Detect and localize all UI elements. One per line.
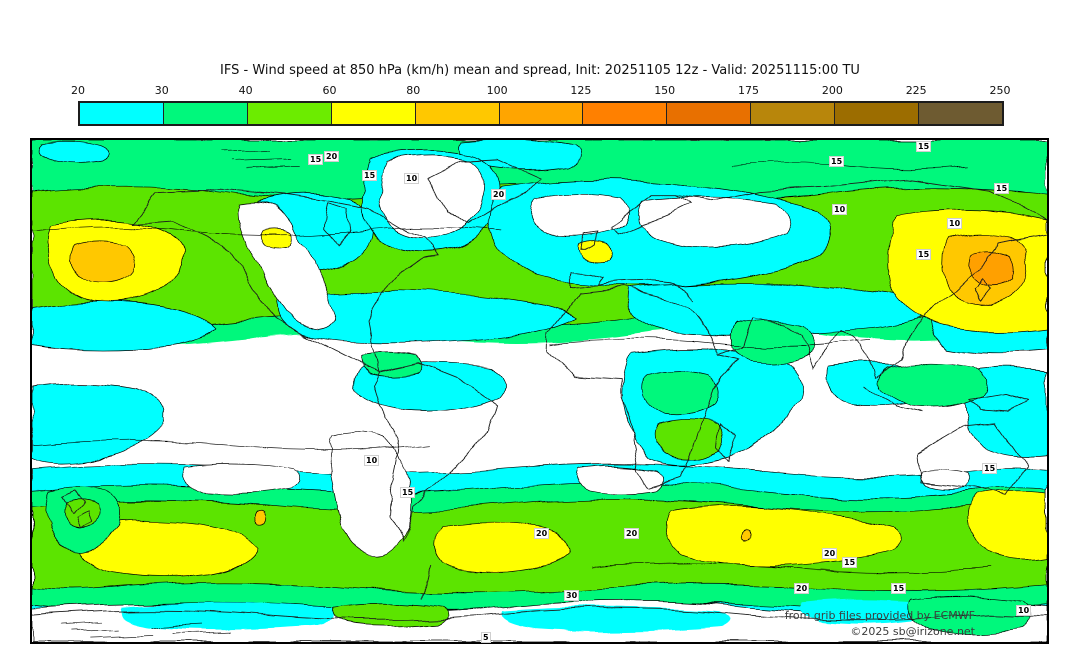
colorbar: [78, 101, 1004, 126]
colorbar-tick-125: 125: [570, 84, 592, 97]
coastline-layer: [32, 159, 1047, 621]
colorbar-segment-20: [80, 103, 163, 124]
chart-title: IFS - Wind speed at 850 hPa (km/h) mean …: [220, 63, 860, 78]
wind-field-svg: [32, 140, 1047, 642]
colorbar-tick-60: 60: [322, 84, 337, 97]
colorbar-segment-175: [750, 103, 835, 124]
wind-speed-fill-layer: [32, 140, 1047, 642]
colorbar-segment-200: [834, 103, 919, 124]
colorbar-tick-225: 225: [905, 84, 927, 97]
world-wind-map: 15 20 15 10 20 15 15 15 10 10 15 10 15 15 20 20 20 15 20 15…: [30, 138, 1049, 644]
credit-copyright: ©2025 sb@irizone.net: [850, 625, 975, 638]
colorbar-tick-150: 150: [654, 84, 676, 97]
colorbar-segment-80: [414, 103, 499, 124]
colorbar-ticks: 20 30 40 60 80 100 125 150 175 200 225 250: [71, 84, 1011, 97]
colorbar-segment-60: [330, 103, 415, 124]
colorbar-segment-30: [162, 103, 247, 124]
colorbar-segment-225: [918, 103, 1002, 124]
map-credits: from grib files provided by ECMWF ©2025 …: [785, 608, 975, 640]
colorbar-tick-40: 40: [238, 84, 253, 97]
colorbar-segment-40: [246, 103, 331, 124]
credit-source: from grib files provided by ECMWF: [784, 609, 975, 622]
contour-lines-layer: [32, 149, 990, 638]
colorbar-segment-100: [498, 103, 583, 124]
colorbar-tick-30: 30: [154, 84, 169, 97]
colorbar-tick-175: 175: [738, 84, 759, 97]
colorbar-segment-125: [582, 103, 667, 124]
colorbar-tick-80: 80: [406, 84, 421, 97]
colorbar-tick-250: 250: [989, 84, 1011, 97]
colorbar-segment-150: [666, 103, 751, 124]
colorbar-tick-100: 100: [486, 84, 508, 97]
colorbar-tick-20: 20: [71, 84, 85, 97]
colorbar-tick-200: 200: [821, 84, 843, 97]
